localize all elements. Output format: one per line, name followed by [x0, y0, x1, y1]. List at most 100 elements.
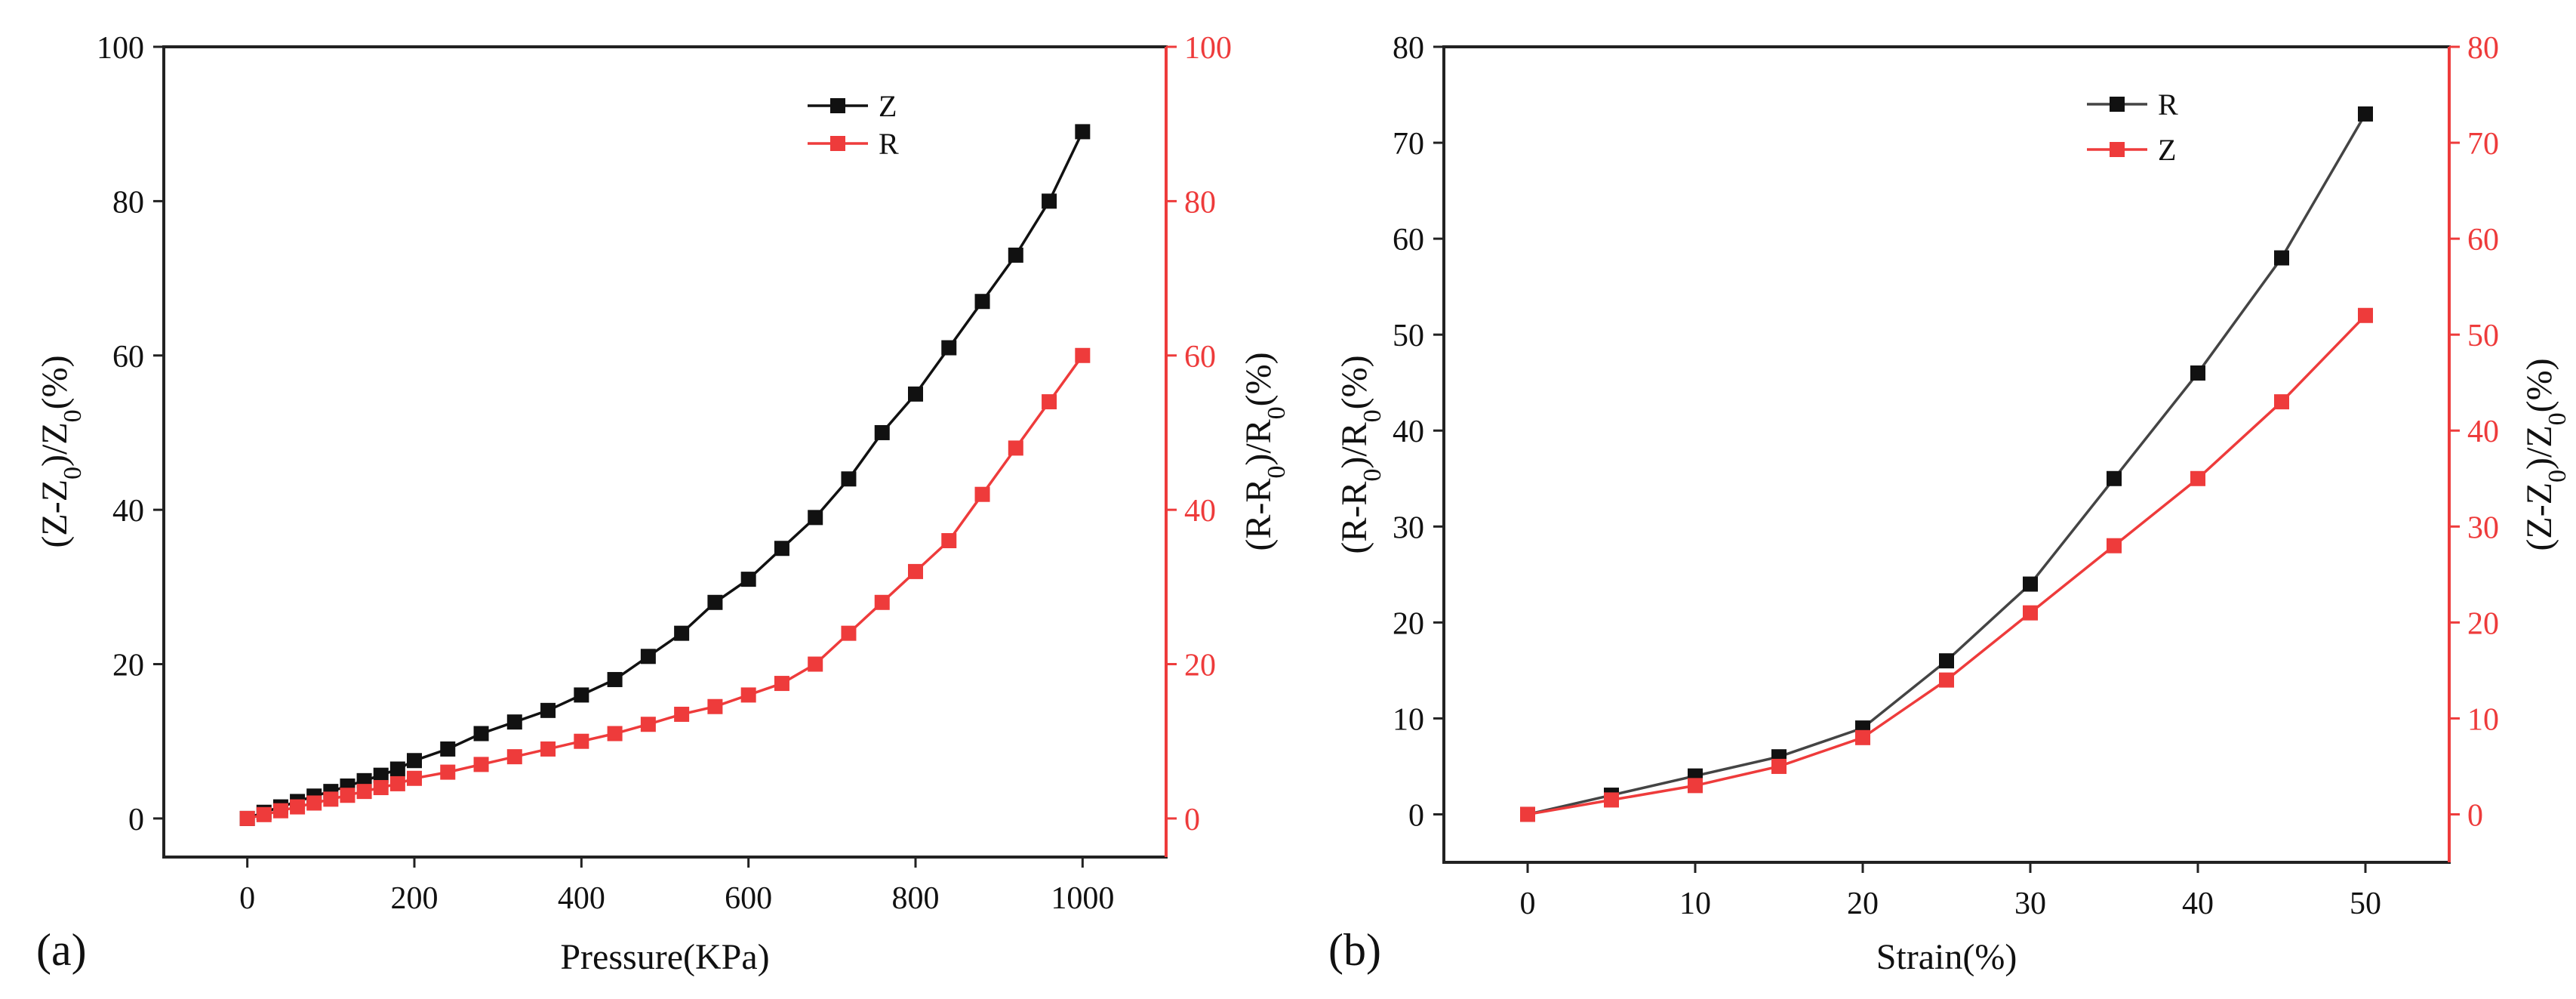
series-line-z: [247, 131, 1084, 820]
left-y-tick-label: 20: [1393, 606, 1424, 641]
axis-label-subscript: 0: [1263, 406, 1291, 419]
panel-label-a: (a): [36, 925, 87, 975]
left-y-tick-label: 10: [1393, 702, 1424, 737]
x-tick-label: 40: [2182, 886, 2214, 921]
axis-label-subscript: 0: [59, 409, 87, 422]
x-axis-label-b: Strain(%): [1876, 937, 2017, 977]
axis-label-part: (%): [1239, 352, 1279, 406]
x-tick-label: 600: [725, 881, 772, 916]
axis-label-subscript: 0: [2544, 470, 2571, 483]
legend-a: ZR: [808, 89, 899, 161]
data-point-z: [1042, 193, 1057, 209]
data-point-z: [1688, 778, 1703, 794]
right-y-tick-label: 30: [2467, 510, 2499, 545]
data-point-r: [908, 563, 923, 579]
right-y-tick-label: 60: [2467, 223, 2499, 257]
data-point-z: [2190, 470, 2205, 486]
right-axis-label-a: (R-R0)/R0(%): [1239, 352, 1291, 550]
data-point-r: [272, 803, 288, 819]
data-point-r: [640, 717, 656, 732]
data-point-r: [574, 733, 589, 749]
data-point-r: [473, 757, 489, 772]
axis-label-part: )/R: [1334, 422, 1374, 468]
right-y-tick-label: 20: [2467, 606, 2499, 641]
left-y-tick-label: 30: [1393, 510, 1424, 545]
data-point-r: [941, 533, 957, 549]
data-point-z: [841, 471, 857, 487]
legend-marker-r: [2110, 97, 2125, 112]
data-point-z: [440, 741, 456, 757]
legend-marker-z: [830, 98, 845, 113]
data-point-z: [540, 702, 556, 718]
data-point-z: [2107, 538, 2122, 553]
axis-label-part: )/Z: [35, 422, 75, 467]
data-point-r: [290, 799, 306, 815]
data-point-r: [1008, 440, 1023, 456]
left-y-tick-label: 50: [1393, 319, 1424, 353]
left-axis-label-b: (R-R0)/R0(%): [1334, 355, 1386, 553]
data-point-z: [908, 386, 923, 402]
series-line-z: [1527, 314, 2367, 816]
data-point-r: [373, 780, 389, 796]
data-point-r: [2274, 250, 2289, 266]
left-axis-ticks-a: 0 20 40 60 80 100: [97, 31, 164, 837]
left-axis-label-a: (Z-Z0)/Z0(%): [35, 355, 87, 547]
data-point-z: [506, 714, 522, 730]
data-point-z: [1520, 806, 1535, 822]
data-point-r: [2190, 365, 2205, 381]
data-point-z: [1771, 758, 1787, 774]
x-tick-label: 50: [2350, 886, 2381, 921]
axis-label-part: (R-R: [1239, 479, 1279, 551]
right-axis-label-b: (Z-Z0)/Z0(%): [2519, 358, 2571, 550]
right-y-tick-label: 60: [1184, 340, 1216, 375]
axis-label-part: (%): [2519, 358, 2559, 412]
axis-label-subscript: 0: [1263, 466, 1291, 479]
data-point-z: [2023, 605, 2038, 621]
x-tick-label: 20: [1847, 886, 1879, 921]
data-point-r: [239, 810, 255, 826]
axis-label-part: )/R: [1239, 419, 1279, 465]
left-y-tick-label: 0: [128, 803, 144, 837]
x-tick-label: 400: [558, 881, 605, 916]
data-point-z: [2274, 394, 2289, 410]
chart-panel-b: 0 10 20 30 40 50 0 10 20 30 40 50 60 70 80 0 10 20 30 40 5…: [1328, 31, 2571, 977]
series-line-r: [1527, 113, 2367, 816]
x-tick-label: 800: [892, 881, 940, 916]
left-y-tick-label: 0: [1408, 798, 1424, 833]
right-y-tick-label: 40: [1184, 494, 1216, 529]
x-axis-label-a: Pressure(KPa): [560, 937, 769, 977]
left-y-tick-label: 100: [97, 31, 144, 66]
legend-marker-r: [830, 136, 845, 151]
axis-label-part: (%): [35, 355, 75, 409]
data-point-r: [974, 486, 990, 502]
data-point-r: [506, 749, 522, 765]
data-point-r: [323, 791, 339, 807]
plot-frame-b: [1442, 45, 2451, 864]
axis-label-part: )/Z: [2519, 425, 2559, 470]
series-layer-b: [1520, 106, 2373, 822]
data-point-r: [306, 795, 322, 811]
data-point-r: [841, 625, 857, 641]
data-point-z: [1008, 247, 1023, 263]
right-y-tick-label: 50: [2467, 319, 2499, 353]
data-point-z: [874, 424, 890, 440]
x-axis-ticks-a: 0 200 400 600 800 1000: [239, 857, 1114, 916]
data-point-r: [440, 764, 456, 780]
right-y-tick-label: 70: [2467, 127, 2499, 162]
left-y-tick-label: 60: [112, 340, 144, 375]
left-y-tick-label: 60: [1393, 223, 1424, 257]
left-y-tick-label: 40: [1393, 415, 1424, 449]
right-y-tick-label: 0: [1184, 803, 1200, 837]
x-tick-label: 10: [1679, 886, 1711, 921]
legend-b: RZ: [2087, 88, 2178, 167]
x-tick-label: 0: [239, 881, 255, 916]
right-y-tick-label: 80: [1184, 185, 1216, 220]
axis-label-part: (R-R: [1334, 482, 1374, 554]
data-point-r: [874, 594, 890, 610]
data-point-z: [1855, 729, 1870, 745]
data-point-z: [674, 625, 690, 641]
axis-label-part: (Z-Z: [2519, 483, 2559, 551]
data-point-z: [808, 510, 823, 526]
